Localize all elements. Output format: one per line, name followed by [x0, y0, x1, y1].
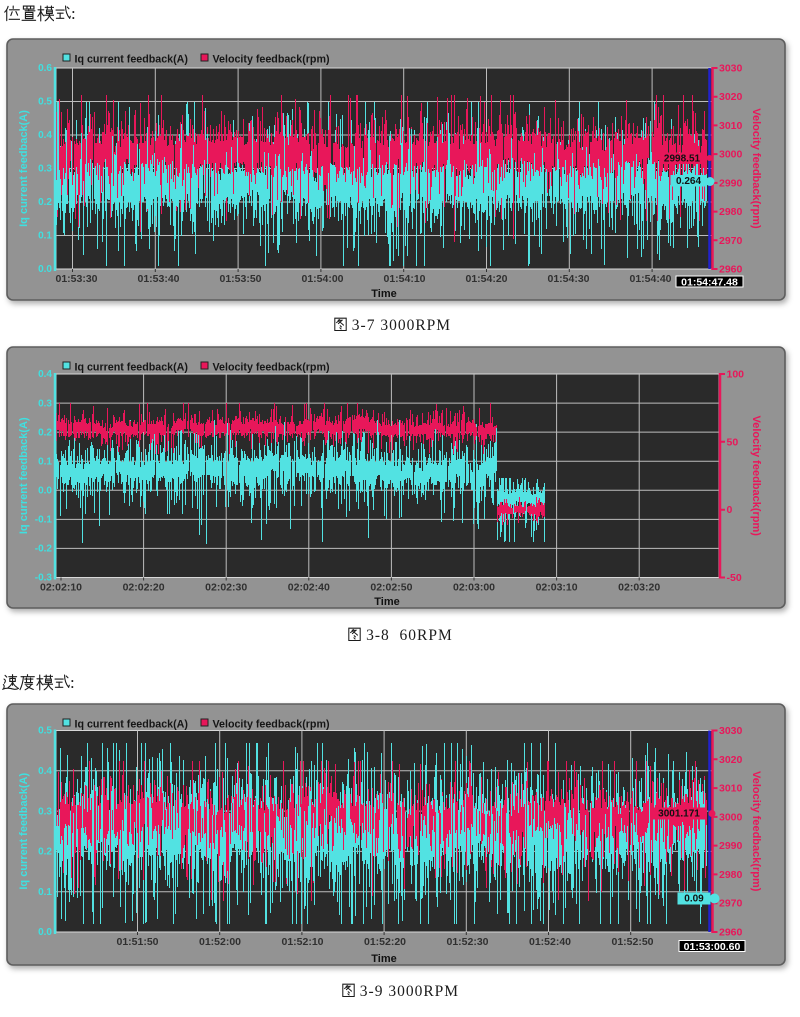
svg-text:3030: 3030 — [719, 725, 743, 737]
svg-text:Velocity feedback(rpm): Velocity feedback(rpm) — [213, 362, 330, 374]
svg-text:0.0: 0.0 — [38, 264, 52, 275]
svg-text:0.4: 0.4 — [38, 766, 52, 777]
svg-text:2980: 2980 — [719, 869, 743, 881]
svg-text:02:02:30: 02:02:30 — [205, 582, 247, 594]
svg-text:Velocity feedback(rpm): Velocity feedback(rpm) — [213, 54, 330, 66]
svg-text:0.4: 0.4 — [38, 130, 52, 141]
svg-text:Iq current feedback(A): Iq current feedback(A) — [18, 417, 30, 534]
svg-text:0.2: 0.2 — [38, 197, 52, 208]
svg-text:0.1: 0.1 — [38, 456, 52, 467]
svg-text:01:54:20: 01:54:20 — [465, 273, 507, 285]
svg-text:3000: 3000 — [719, 149, 743, 161]
svg-text:2990: 2990 — [719, 840, 743, 852]
svg-text:02:03:20: 02:03:20 — [618, 582, 660, 594]
svg-text:Time: Time — [371, 288, 396, 300]
svg-text:02:03:00: 02:03:00 — [453, 582, 495, 594]
svg-text:01:52:00: 01:52:00 — [199, 936, 241, 948]
svg-text:0.3: 0.3 — [38, 164, 52, 175]
svg-text:01:53:50: 01:53:50 — [219, 273, 261, 285]
svg-text:2960: 2960 — [719, 264, 743, 276]
svg-text:0.264: 0.264 — [676, 176, 701, 187]
svg-text:3030: 3030 — [719, 63, 743, 75]
svg-text:0.09: 0.09 — [684, 894, 704, 905]
svg-text:0.1: 0.1 — [38, 231, 52, 242]
svg-text:0.5: 0.5 — [38, 97, 52, 108]
svg-text:01:52:30: 01:52:30 — [446, 936, 488, 948]
svg-text:Iq current feedback(A): Iq current feedback(A) — [18, 110, 30, 227]
svg-text:Iq current feedback(A): Iq current feedback(A) — [18, 773, 30, 890]
svg-text:01:53:00.60: 01:53:00.60 — [684, 941, 741, 953]
svg-text:01:52:40: 01:52:40 — [529, 936, 571, 948]
svg-text:Velocity feedback(rpm): Velocity feedback(rpm) — [750, 771, 762, 892]
svg-text:0.2: 0.2 — [38, 427, 52, 438]
svg-text:0.3: 0.3 — [38, 398, 52, 409]
svg-text:0.0: 0.0 — [38, 927, 52, 938]
svg-text:2980: 2980 — [719, 206, 743, 218]
svg-text:01:54:00: 01:54:00 — [301, 273, 343, 285]
svg-text:02:02:40: 02:02:40 — [288, 582, 330, 594]
svg-text:01:53:30: 01:53:30 — [55, 273, 97, 285]
svg-text:Iq current feedback(A): Iq current feedback(A) — [75, 54, 189, 66]
svg-text:-50: -50 — [727, 572, 742, 584]
svg-text:Velocity feedback(rpm): Velocity feedback(rpm) — [213, 719, 330, 731]
svg-text:Iq current feedback(A): Iq current feedback(A) — [75, 719, 189, 731]
svg-text:3000: 3000 — [719, 811, 743, 823]
svg-text:0.3: 0.3 — [38, 806, 52, 817]
svg-text:2960: 2960 — [719, 927, 743, 939]
svg-text:2998.51: 2998.51 — [664, 154, 701, 165]
svg-text:Velocity feedback(rpm): Velocity feedback(rpm) — [750, 108, 762, 229]
svg-text:01:52:50: 01:52:50 — [611, 936, 653, 948]
svg-text:2990: 2990 — [719, 177, 743, 189]
svg-text:100: 100 — [727, 369, 745, 381]
svg-text:01:51:50: 01:51:50 — [116, 936, 158, 948]
svg-text:Time: Time — [371, 953, 396, 965]
svg-text:01:54:40: 01:54:40 — [629, 273, 671, 285]
svg-text:3010: 3010 — [719, 120, 743, 132]
svg-text:-0.1: -0.1 — [35, 515, 53, 526]
svg-text:01:54:30: 01:54:30 — [547, 273, 589, 285]
svg-text:01:52:10: 01:52:10 — [281, 936, 323, 948]
svg-text:01:54:10: 01:54:10 — [383, 273, 425, 285]
svg-text:02:02:50: 02:02:50 — [370, 582, 412, 594]
svg-text:0.5: 0.5 — [38, 726, 52, 737]
svg-text:2970: 2970 — [719, 898, 743, 910]
svg-text:02:02:10: 02:02:10 — [40, 582, 82, 594]
svg-text:02:03:10: 02:03:10 — [536, 582, 578, 594]
svg-text:02:02:20: 02:02:20 — [123, 582, 165, 594]
svg-text:3010: 3010 — [719, 783, 743, 795]
svg-text:2970: 2970 — [719, 235, 743, 247]
svg-text:Iq current feedback(A): Iq current feedback(A) — [75, 362, 189, 374]
svg-text:-0.3: -0.3 — [35, 573, 53, 584]
svg-text:01:53:40: 01:53:40 — [137, 273, 179, 285]
svg-text:0.1: 0.1 — [38, 887, 52, 898]
svg-text:50: 50 — [727, 436, 739, 448]
svg-text:3020: 3020 — [719, 91, 743, 103]
svg-text:Time: Time — [374, 596, 399, 608]
svg-text:0.2: 0.2 — [38, 847, 52, 858]
svg-text:-0.2: -0.2 — [35, 544, 53, 555]
svg-text:3001.171: 3001.171 — [658, 809, 700, 820]
svg-text:3020: 3020 — [719, 754, 743, 766]
svg-text:0.6: 0.6 — [38, 63, 52, 74]
svg-text:0: 0 — [727, 504, 733, 516]
svg-text:01:52:20: 01:52:20 — [364, 936, 406, 948]
svg-text:0.0: 0.0 — [38, 485, 52, 496]
svg-text:0.4: 0.4 — [38, 369, 52, 380]
svg-text:Velocity feedback(rpm): Velocity feedback(rpm) — [750, 416, 762, 537]
svg-text:01:54:47.48: 01:54:47.48 — [681, 277, 738, 289]
